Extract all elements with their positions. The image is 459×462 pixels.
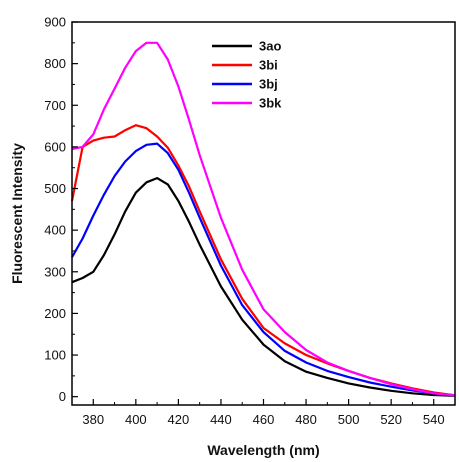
x-tick-label: 440	[210, 412, 232, 427]
legend-label: 3ao	[259, 39, 281, 54]
legend: 3ao 3bi 3bj 3bk	[212, 39, 282, 111]
x-tick-label: 460	[253, 412, 275, 427]
series-line-3bk	[71, 41, 456, 397]
x-tick-label: 420	[168, 412, 190, 427]
legend-item-3bi: 3bi	[212, 58, 278, 73]
y-tick-label: 0	[59, 389, 66, 404]
y-tick-label: 300	[44, 264, 66, 279]
legend-item-3bk: 3bk	[212, 96, 282, 111]
y-axis-title: Fluorescent Intensity	[9, 143, 25, 284]
legend-item-3ao: 3ao	[212, 39, 281, 54]
y-tick-label: 400	[44, 223, 66, 238]
legend-label: 3bj	[259, 77, 278, 92]
legend-label: 3bk	[259, 96, 282, 111]
y-tick-label: 200	[44, 306, 66, 321]
legend-label: 3bi	[259, 58, 278, 73]
x-tick-label: 400	[125, 412, 147, 427]
plot-lines	[70, 41, 456, 397]
y-tick-label: 800	[44, 56, 66, 71]
x-tick-label: 540	[423, 412, 445, 427]
x-tick-label: 520	[380, 412, 402, 427]
x-axis-title: Wavelength (nm)	[207, 442, 319, 458]
legend-item-3bj: 3bj	[212, 77, 278, 92]
x-tick-label: 500	[338, 412, 360, 427]
series-line-3bi	[70, 124, 456, 397]
y-axis: 0 100 200 300 400 500 600 700 800 900	[44, 15, 78, 404]
x-axis: 380 400 420 440 460 480 500 520 540	[71, 399, 456, 427]
y-tick-label: 900	[44, 15, 66, 30]
series-line-3bj	[71, 142, 456, 397]
y-tick-label: 600	[44, 139, 66, 154]
y-tick-label: 100	[44, 348, 66, 363]
x-tick-label: 380	[82, 412, 104, 427]
y-tick-label: 500	[44, 181, 66, 196]
series-line-3ao	[71, 177, 456, 397]
y-tick-label: 700	[44, 98, 66, 113]
x-tick-label: 480	[295, 412, 317, 427]
